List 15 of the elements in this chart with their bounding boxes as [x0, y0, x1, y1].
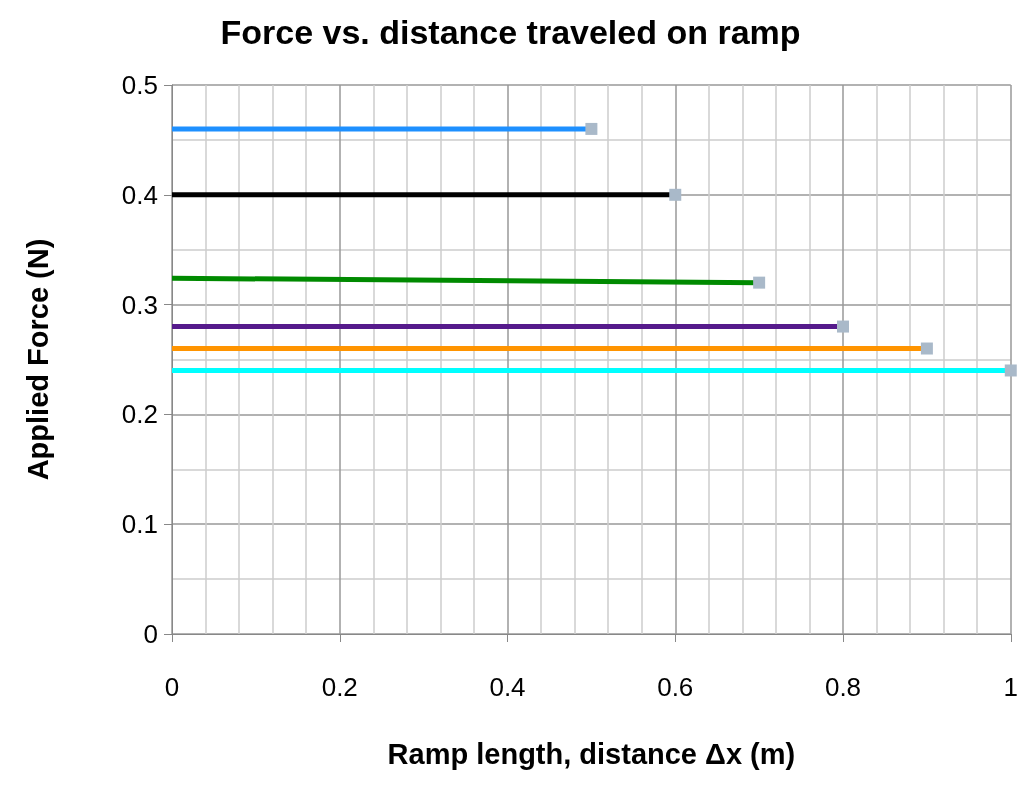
x-tick-label: 1 [1003, 672, 1018, 702]
x-tick-label: 0.2 [321, 672, 358, 702]
y-tick-label: 0.4 [121, 179, 158, 210]
y-tick-label: 0 [143, 619, 158, 649]
x-tick-label: 0.8 [824, 672, 862, 702]
chart-title: Force vs. distance traveled on ramp [220, 13, 801, 51]
y-axis-title: Applied Force (N) [21, 238, 54, 481]
x-tick-label: 0 [164, 672, 180, 702]
y-tick-label: 0.3 [121, 289, 158, 320]
x-tick-label: 0.6 [657, 672, 694, 702]
y-tick-label: 0.2 [121, 399, 158, 430]
x-axis-title: Ramp length, distance Δx (m) [387, 737, 796, 770]
y-tick-label: 0.1 [121, 509, 158, 540]
x-tick-label: 0.4 [489, 672, 526, 702]
y-tick-label: 0.5 [121, 70, 158, 100]
